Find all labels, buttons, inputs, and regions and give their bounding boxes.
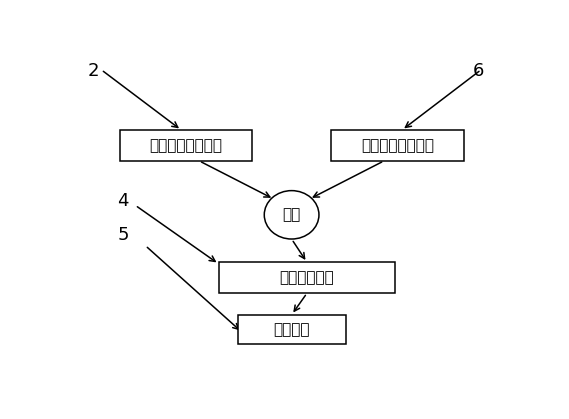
Text: 样品可调夹具: 样品可调夹具 <box>280 270 335 285</box>
Text: 背面检测探针机构: 背面检测探针机构 <box>361 138 434 153</box>
Bar <box>219 262 395 293</box>
Text: 2: 2 <box>88 62 100 80</box>
Bar <box>119 130 252 161</box>
Text: 6: 6 <box>472 62 484 80</box>
Ellipse shape <box>264 191 319 239</box>
Bar <box>238 315 345 344</box>
Bar <box>331 130 464 161</box>
Text: 4: 4 <box>117 192 129 210</box>
Text: 5: 5 <box>117 226 129 244</box>
Text: 芯片: 芯片 <box>282 207 301 222</box>
Text: 气浮基座: 气浮基座 <box>273 322 310 337</box>
Text: 正面检测探针机构: 正面检测探针机构 <box>149 138 222 153</box>
